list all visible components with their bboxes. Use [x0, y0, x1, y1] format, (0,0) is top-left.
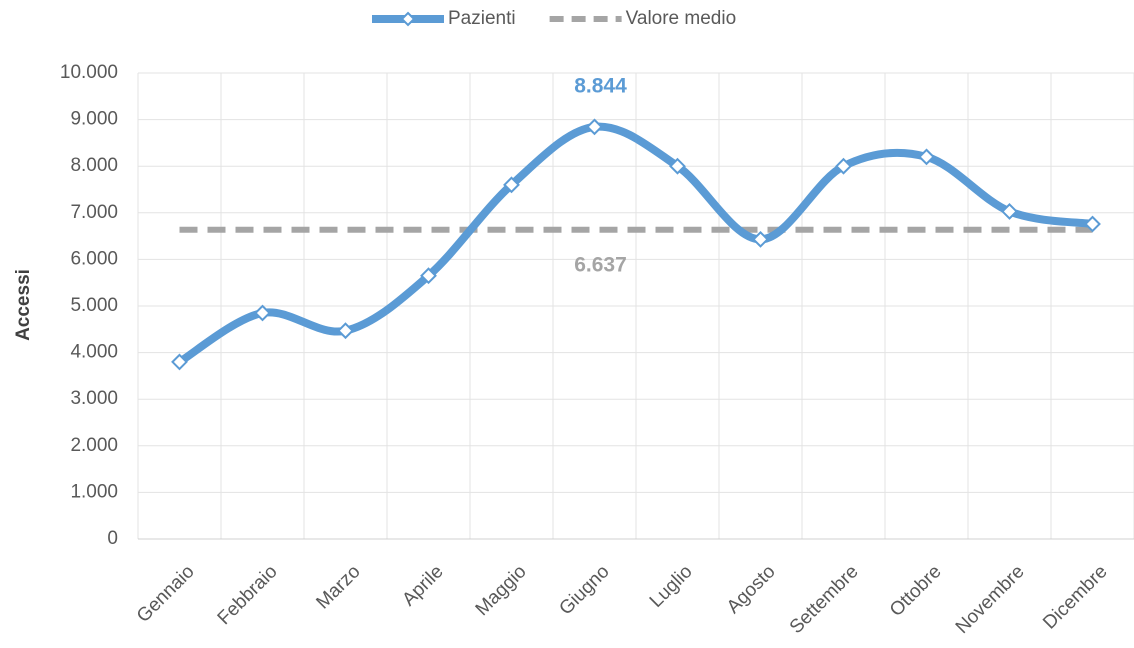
y-tick-label: 7.000: [70, 202, 118, 223]
y-tick-label: 6.000: [70, 248, 118, 269]
x-tick-label: Maggio: [472, 561, 531, 620]
y-tick-label: 5.000: [70, 295, 118, 316]
y-tick-label: 4.000: [70, 342, 118, 363]
x-tick-label: Ottobre: [886, 561, 946, 621]
x-tick-label: Dicembre: [1039, 561, 1111, 633]
legend-label: Pazienti: [448, 8, 516, 29]
point-marker: [752, 230, 769, 248]
x-tick-label: Giugno: [555, 561, 613, 619]
point-marker: [337, 322, 354, 340]
y-tick-label: 3.000: [70, 388, 118, 409]
x-tick-label: Settembre: [786, 561, 863, 638]
x-tick-label: Novembre: [952, 561, 1029, 638]
point-marker: [420, 267, 437, 285]
point-marker: [835, 157, 852, 175]
x-tick-label: Marzo: [312, 561, 364, 613]
y-tick-label: 8.000: [70, 155, 118, 176]
y-axis-label: Accessi: [13, 269, 34, 341]
y-tick-label: 10.000: [60, 62, 118, 83]
x-tick-label: Gennaio: [133, 561, 199, 627]
point-marker: [918, 148, 935, 166]
y-tick-label: 1.000: [70, 481, 118, 502]
x-tick-label: Agosto: [723, 561, 780, 618]
point-marker: [254, 304, 271, 322]
legend-marker: [400, 11, 416, 27]
x-tick-label: Aprile: [398, 561, 447, 610]
legend-label: Valore medio: [626, 8, 737, 29]
data-label: 6.637: [574, 253, 627, 276]
point-marker: [171, 353, 188, 371]
point-marker: [1001, 202, 1018, 220]
point-marker: [1084, 215, 1101, 233]
point-marker: [503, 176, 520, 194]
point-marker: [669, 157, 686, 175]
y-tick-label: 9.000: [70, 109, 118, 130]
point-marker: [586, 118, 603, 136]
x-tick-label: Febbraio: [214, 561, 282, 629]
data-label: 8.844: [574, 74, 627, 97]
y-tick-label: 2.000: [70, 435, 118, 456]
x-tick-label: Luglio: [646, 561, 697, 612]
y-tick-label: 0: [107, 528, 118, 549]
